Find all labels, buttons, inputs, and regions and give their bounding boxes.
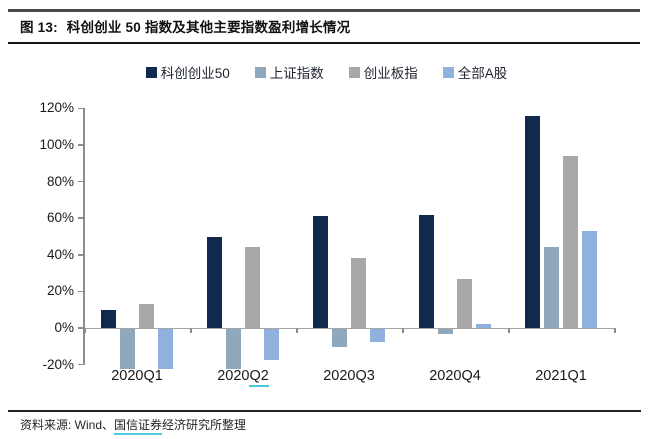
title-divider-rule xyxy=(8,42,640,44)
bar xyxy=(207,236,222,328)
legend-label: 全部A股 xyxy=(457,66,508,81)
figure-title-text: 科创创业 50 指数及其他主要指数盈利增长情况 xyxy=(66,20,351,35)
bar xyxy=(313,216,328,328)
bar xyxy=(476,324,491,328)
y-axis-tick-label: 100% xyxy=(39,137,74,152)
bar xyxy=(438,329,453,335)
legend-label: 创业板指 xyxy=(363,66,418,81)
x-label-underlined-text: Q2 xyxy=(249,368,269,387)
source-suffix: 经济研究所整理 xyxy=(162,418,247,432)
legend-item: 全部A股 xyxy=(442,62,508,82)
y-axis-tick-label: 20% xyxy=(46,283,74,299)
legend-swatch-icon xyxy=(442,66,454,78)
y-axis-tick-label: 120% xyxy=(39,100,74,116)
bar xyxy=(139,304,154,328)
x-axis-category-label: 2021Q1 xyxy=(535,368,587,384)
y-axis-tick xyxy=(78,107,84,110)
x-axis-tick xyxy=(190,328,192,333)
legend-item: 上证指数 xyxy=(254,62,324,82)
bar xyxy=(264,329,279,361)
legend-swatch-icon xyxy=(348,66,360,78)
bar xyxy=(582,231,597,328)
bar xyxy=(332,329,347,348)
bar xyxy=(370,329,385,342)
source-prefix: 资料来源: Wind、 xyxy=(20,418,115,432)
x-axis-tick xyxy=(614,328,616,333)
x-axis-category-label: 2020Q1 xyxy=(111,368,163,384)
y-axis-tick-label: 80% xyxy=(46,173,74,189)
bar xyxy=(351,258,366,328)
y-axis-tick xyxy=(78,290,84,293)
x-axis-tick xyxy=(84,328,86,333)
legend-item: 创业板指 xyxy=(348,62,418,82)
y-axis-line xyxy=(83,108,85,365)
x-axis-tick xyxy=(296,328,298,333)
bar xyxy=(226,329,241,370)
y-axis-tick-label: 40% xyxy=(46,246,74,262)
x-axis-category-label: 2020Q2 xyxy=(190,368,296,387)
y-axis-tick-label: 60% xyxy=(46,210,74,226)
y-axis-tick xyxy=(78,327,84,329)
y-axis-tick xyxy=(78,254,84,256)
y-axis-tick xyxy=(78,144,84,146)
y-axis-tick-label: 0% xyxy=(54,320,74,335)
legend-swatch-icon xyxy=(254,66,266,78)
y-axis-tick xyxy=(78,363,84,366)
x-axis-tick xyxy=(402,328,404,333)
bottom-rule xyxy=(8,410,641,412)
bar xyxy=(158,329,173,370)
top-rule xyxy=(8,9,640,12)
legend-label: 上证指数 xyxy=(269,66,324,81)
bar xyxy=(525,115,540,328)
bar xyxy=(245,247,260,328)
bar xyxy=(101,309,116,328)
bar xyxy=(544,247,559,328)
bar xyxy=(419,214,434,328)
bar xyxy=(563,155,578,328)
x-axis-category-label: 2020Q4 xyxy=(429,368,481,384)
legend-label: 科创创业50 xyxy=(160,66,230,81)
legend-swatch-icon xyxy=(145,66,157,78)
x-label-text: 2020 xyxy=(217,368,250,384)
legend-item: 科创创业50 xyxy=(145,62,230,82)
chart-legend: 科创创业50 上证指数 创业板指 全部A股 xyxy=(0,62,653,82)
x-axis-category-label: 2020Q3 xyxy=(323,368,375,384)
figure-title: 图 13: 科创创业 50 指数及其他主要指数盈利增长情况 xyxy=(20,16,350,36)
x-axis-line xyxy=(84,327,615,329)
bar xyxy=(457,278,472,328)
x-axis-tick xyxy=(508,328,510,333)
source-line: 资料来源: Wind、国信证券经济研究所整理 xyxy=(20,416,247,435)
y-axis-tick xyxy=(78,180,84,183)
y-axis-tick xyxy=(78,217,84,219)
bar xyxy=(120,329,135,370)
y-axis-tick-label: -20% xyxy=(42,356,74,372)
source-link: 国信证券 xyxy=(114,418,163,435)
figure-number-label: 图 13: xyxy=(20,20,58,35)
